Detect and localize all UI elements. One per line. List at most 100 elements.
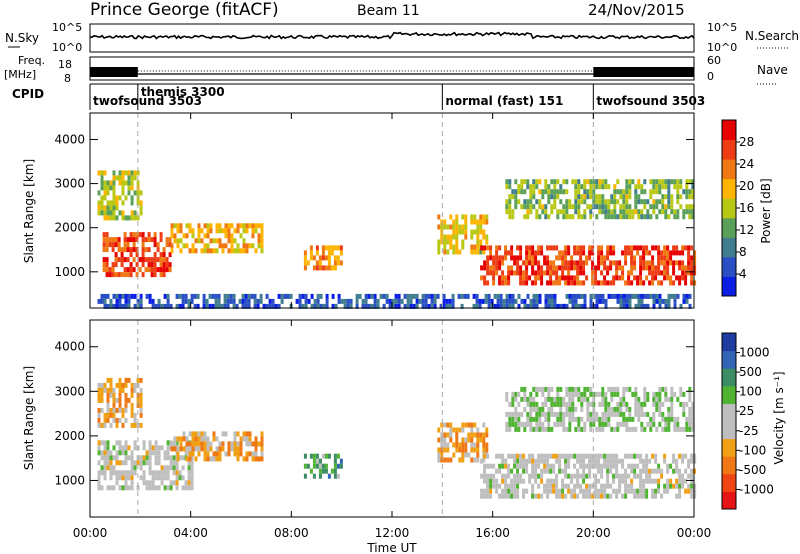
heat-cell [191, 451, 195, 457]
heat-cell [568, 204, 572, 210]
heat-cell [603, 260, 607, 266]
heat-cell [442, 303, 446, 309]
heat-cell [600, 483, 604, 489]
heat-cell [579, 270, 583, 276]
heat-cell [544, 426, 548, 432]
heat-cell [233, 228, 237, 234]
heat-cell [592, 179, 596, 185]
heat-cell [286, 293, 290, 299]
heat-cell [97, 475, 101, 481]
heat-cell [130, 185, 134, 191]
heat-cell [482, 432, 486, 438]
heat-cell [544, 179, 548, 185]
heat-cell [541, 209, 545, 215]
heat-cell [622, 189, 626, 195]
heat-cell [655, 406, 659, 412]
heat-cell [648, 280, 652, 286]
heat-cell [613, 214, 617, 220]
heat-cell [549, 260, 553, 266]
heat-cell [227, 228, 231, 234]
heat-cell [136, 460, 140, 466]
heat-cell [636, 488, 640, 494]
heat-cell [594, 478, 598, 484]
heat-cell [136, 180, 140, 186]
heat-cell [324, 265, 328, 271]
heat-cell [550, 194, 554, 200]
heat-cell [200, 238, 204, 244]
heat-cell [197, 223, 201, 229]
heat-cell [580, 406, 584, 412]
heat-cell [597, 488, 601, 494]
heat-cell [660, 473, 664, 479]
heat-cell [121, 185, 125, 191]
heat-cell [637, 293, 641, 299]
heat-cell [160, 445, 164, 451]
heat-cell [673, 391, 677, 397]
heat-cell [598, 401, 602, 407]
heat-cell [559, 386, 563, 392]
heat-cell [570, 453, 574, 459]
heat-cell [163, 485, 167, 491]
heat-cell [154, 450, 158, 456]
heat-cell [130, 170, 134, 176]
heat-cell [254, 451, 258, 457]
heat-cell [106, 210, 110, 216]
heat-cell [130, 485, 134, 491]
heat-cell [690, 488, 694, 494]
heat-cell [516, 265, 520, 271]
heat-cell [118, 440, 122, 446]
heat-cell [597, 458, 601, 464]
heat-cell [324, 453, 328, 459]
heat-cell [595, 293, 599, 299]
heat-cell [682, 189, 686, 195]
heat-cell [588, 468, 592, 474]
heat-cell [501, 275, 505, 281]
heat-cell [153, 252, 157, 258]
heat-cell [574, 184, 578, 190]
heat-cell [556, 386, 560, 392]
heat-cell [260, 228, 264, 234]
heat-cell [589, 189, 593, 195]
heat-cell [100, 205, 104, 211]
heat-cell [135, 232, 139, 238]
heat-cell [574, 209, 578, 215]
heat-cell [649, 194, 653, 200]
heat-cell [473, 442, 477, 448]
heat-cell [197, 228, 201, 234]
heat-cell [115, 422, 119, 428]
heat-cell [452, 249, 456, 255]
heat-cell [619, 189, 623, 195]
heat-cell [139, 190, 143, 196]
heat-cell [162, 247, 166, 253]
heat-cell [191, 243, 195, 249]
heat-cell [630, 478, 634, 484]
heat-cell [109, 412, 113, 418]
heat-cell [610, 396, 614, 402]
heat-cell [550, 204, 554, 210]
heat-cell [321, 463, 325, 469]
heat-cell [571, 293, 575, 299]
heat-cell [443, 457, 447, 463]
colorbar-segment [722, 237, 736, 258]
heat-cell [618, 458, 622, 464]
heat-cell [473, 249, 477, 255]
heat-cell [120, 247, 124, 253]
heat-cell [100, 293, 104, 299]
heat-cell [127, 215, 131, 221]
heat-cell [633, 473, 637, 479]
heat-cell [634, 303, 638, 309]
heat-cell [552, 488, 556, 494]
heat-cell [573, 245, 577, 251]
heat-cell [634, 293, 638, 299]
colorbar-segment [722, 198, 736, 219]
heat-cell [672, 453, 676, 459]
heat-cell [622, 386, 626, 392]
heat-cell [250, 293, 254, 299]
heat-cell [440, 432, 444, 438]
heat-cell [651, 270, 655, 276]
heat-cell [440, 437, 444, 443]
heat-cell [519, 463, 523, 469]
heat-cell [652, 204, 656, 210]
heat-cell [544, 416, 548, 422]
heat-cell [123, 237, 127, 243]
